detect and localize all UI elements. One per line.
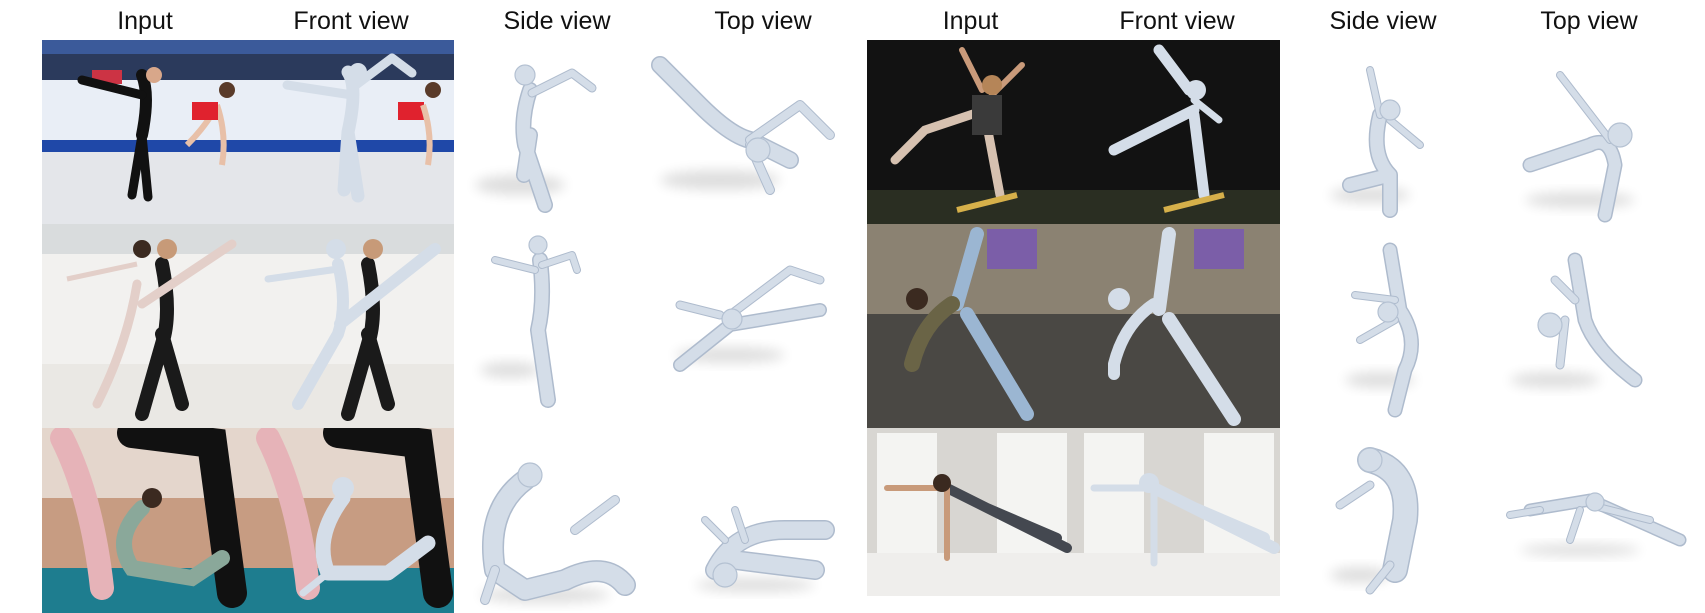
header-side-view-right: Side view <box>1329 7 1437 35</box>
front-view-overlay-breakdance <box>1074 224 1280 428</box>
header-input-left: Input <box>117 7 173 35</box>
side-view-mesh-breakdance <box>1340 240 1450 420</box>
side-view-mesh-yoga-pair <box>465 460 640 610</box>
top-view-mesh-yoga-pair <box>675 490 845 600</box>
side-view-mesh-ballet <box>480 230 600 410</box>
input-photo-side-plank <box>867 428 1074 596</box>
input-photo-skating <box>42 40 248 224</box>
input-photo-skateboard <box>867 40 1074 224</box>
top-view-mesh-side-plank <box>1500 480 1687 570</box>
header-top-view-right: Top view <box>1540 7 1638 35</box>
front-view-overlay-side-plank <box>1074 428 1280 596</box>
front-view-overlay-skateboard <box>1074 40 1280 224</box>
side-view-mesh-side-plank <box>1330 445 1450 605</box>
input-photo-ballet <box>42 224 248 428</box>
header-side-view-left: Side view <box>503 7 611 35</box>
top-view-mesh-skating <box>640 55 850 215</box>
header-front-view-left: Front view <box>293 7 409 35</box>
input-photo-yoga-pair <box>42 428 248 613</box>
front-view-overlay-ballet <box>248 224 454 428</box>
header-front-view-right: Front view <box>1119 7 1235 35</box>
header-input-right: Input <box>942 7 999 35</box>
top-view-mesh-ballet <box>660 255 840 385</box>
header-top-view-left: Top view <box>714 7 812 35</box>
top-view-mesh-breakdance <box>1505 250 1675 410</box>
top-view-mesh-skateboard <box>1520 65 1670 225</box>
side-view-mesh-skating <box>470 55 620 215</box>
front-view-overlay-skating <box>248 40 454 224</box>
input-photo-breakdance <box>867 224 1074 428</box>
side-view-mesh-skateboard <box>1330 65 1450 225</box>
front-view-overlay-yoga-pair <box>248 428 454 613</box>
